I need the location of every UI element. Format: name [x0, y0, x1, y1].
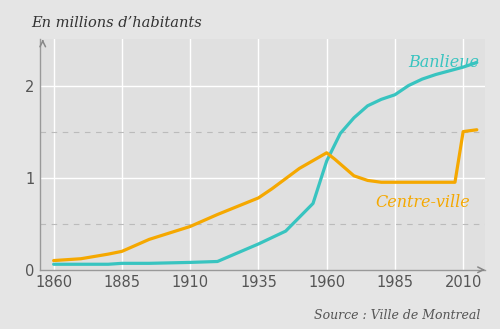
Text: Source : Ville de Montreal: Source : Ville de Montreal: [314, 309, 480, 322]
Text: Centre-ville: Centre-ville: [376, 194, 470, 211]
Text: En millions d’habitants: En millions d’habitants: [31, 16, 202, 30]
Text: Banlieue: Banlieue: [408, 54, 480, 71]
